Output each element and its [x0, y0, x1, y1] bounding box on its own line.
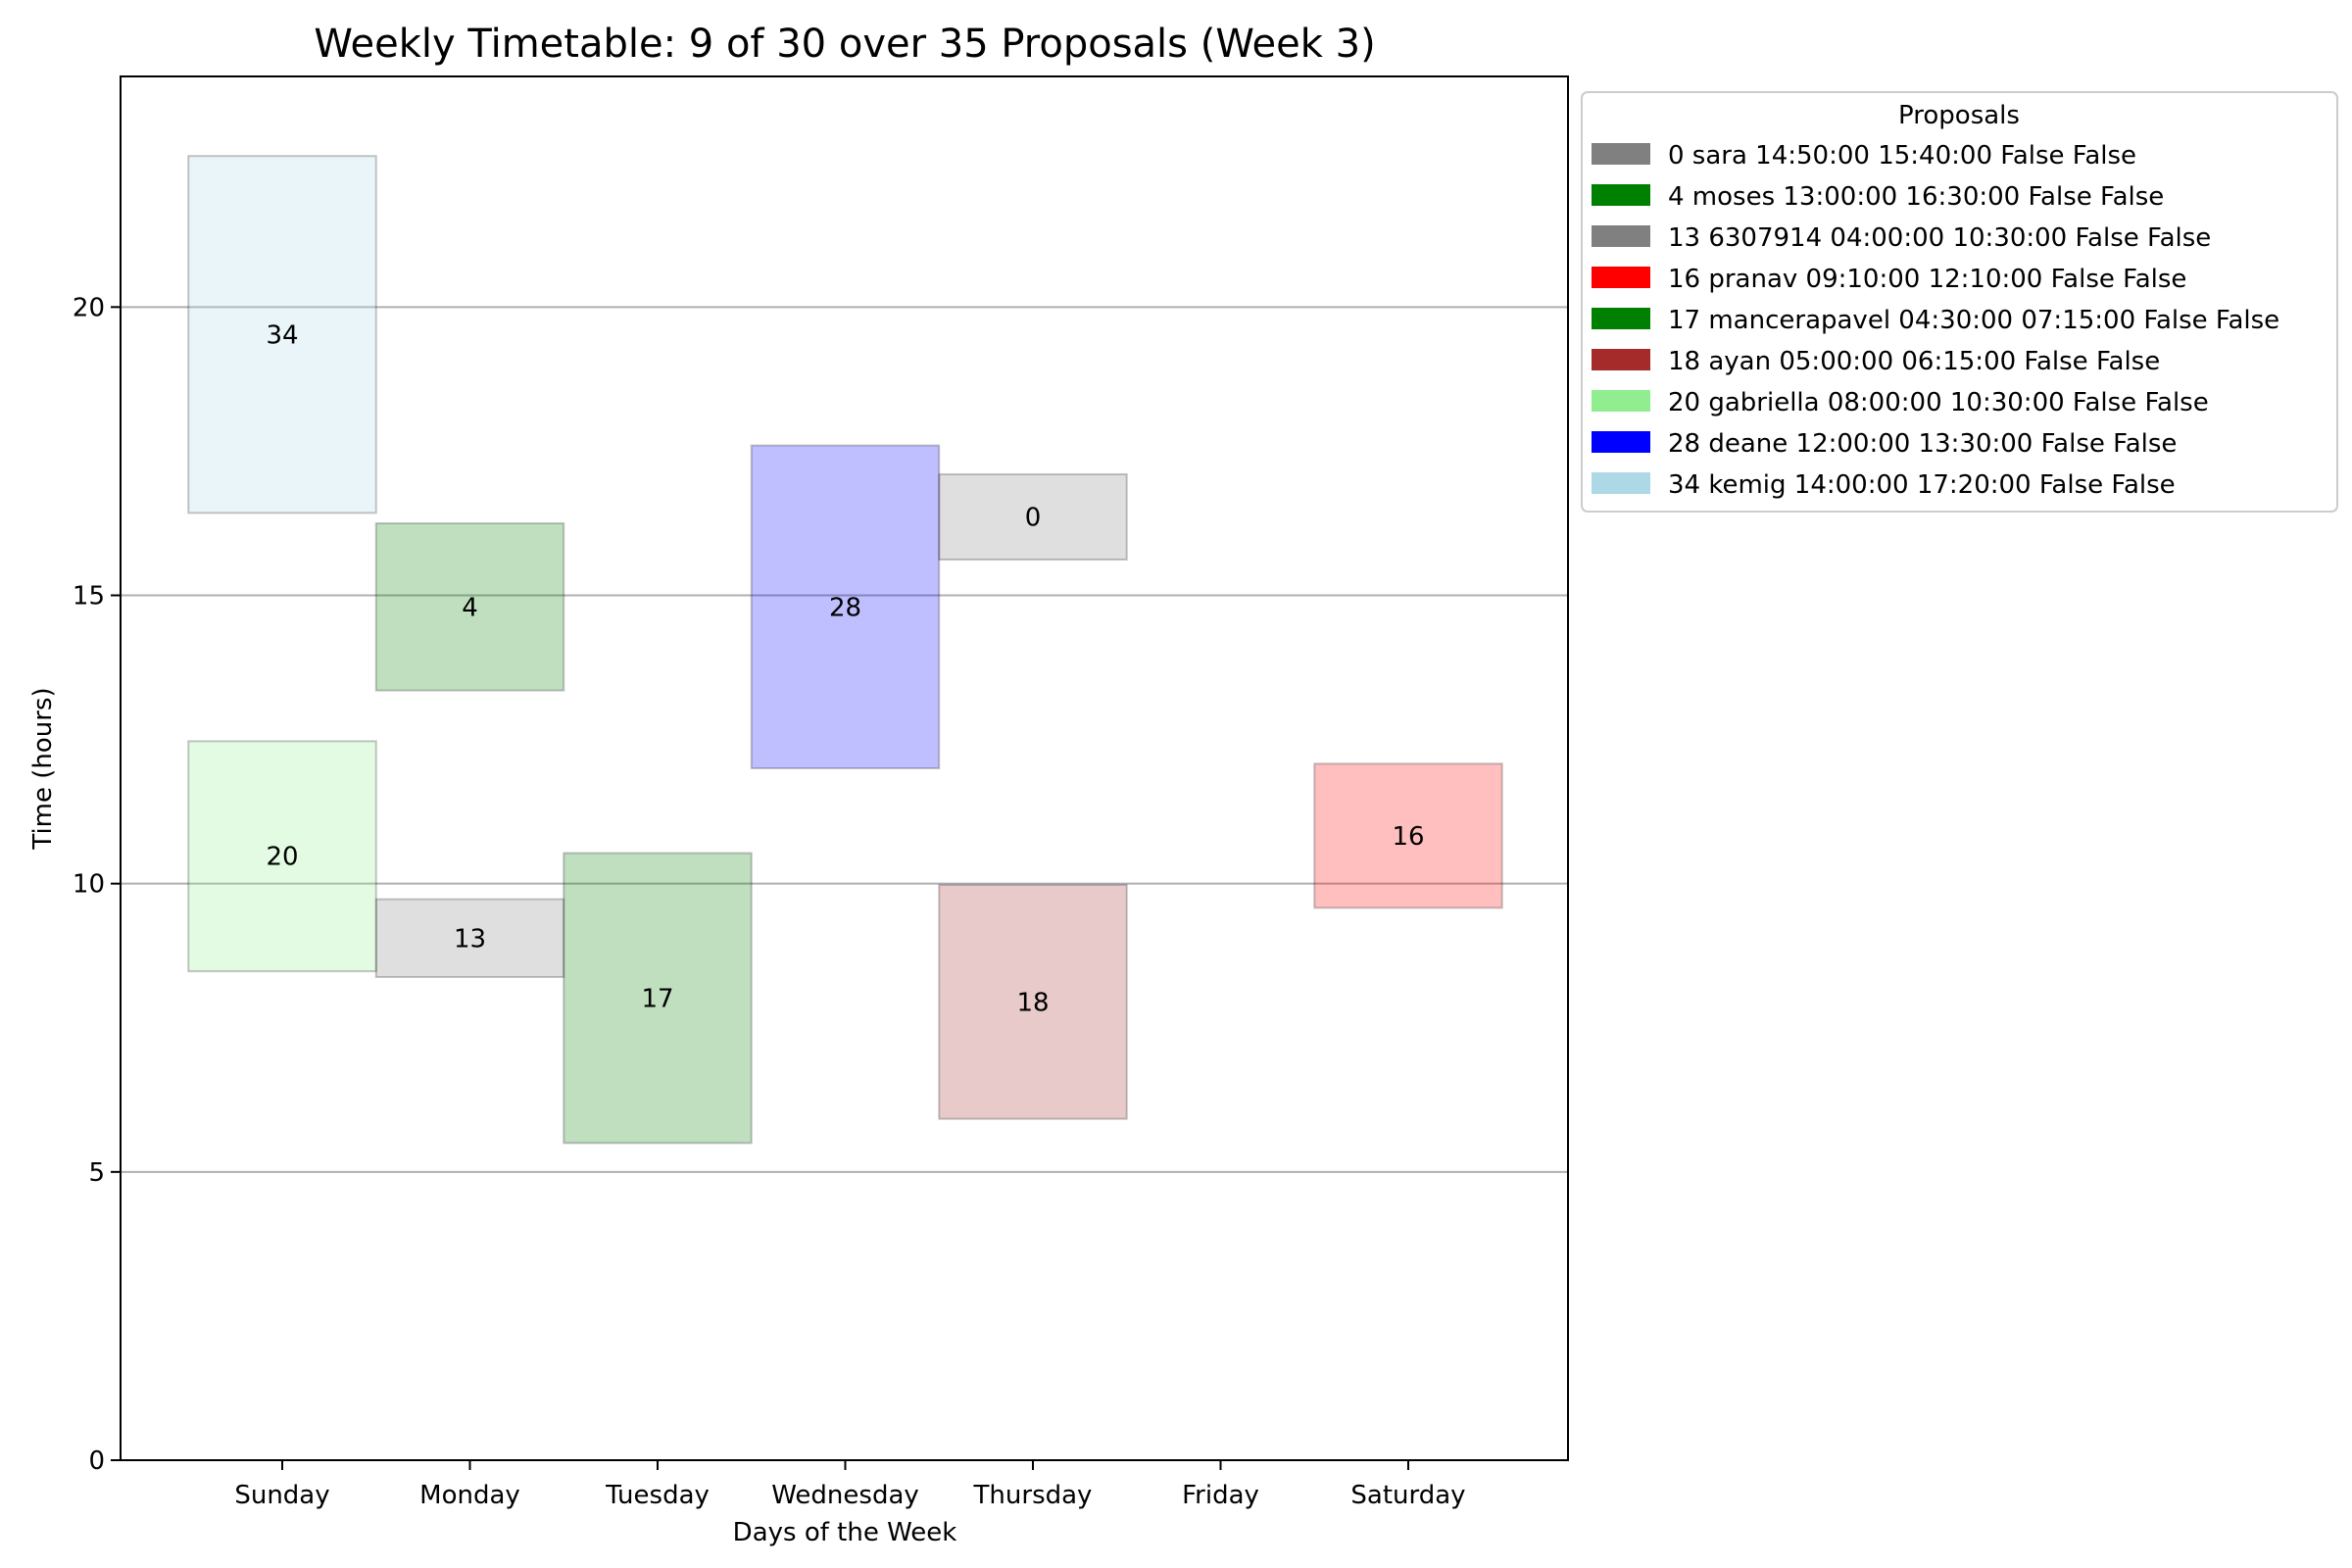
legend-label-17: 17 mancerapavel 04:30:00 07:15:00 False … — [1668, 306, 2279, 335]
legend-swatch-20 — [1592, 390, 1650, 412]
proposal-bar-0 — [938, 472, 1128, 562]
y-tick-label: 0 — [88, 1446, 105, 1476]
proposal-bar-28 — [750, 444, 941, 769]
bar-label-20: 20 — [266, 843, 298, 872]
x-tick-label: Tuesday — [605, 1481, 710, 1510]
x-tick-label: Friday — [1182, 1481, 1259, 1510]
bar-label-28: 28 — [829, 593, 861, 622]
bar-label-13: 13 — [454, 924, 486, 954]
proposal-bar-4 — [374, 521, 565, 692]
legend-title: Proposals — [1898, 101, 2020, 130]
x-tick-label: Monday — [419, 1481, 520, 1510]
legend-frame — [1581, 91, 2338, 513]
y-tick-label: 5 — [88, 1158, 105, 1188]
bar-label-34: 34 — [266, 320, 298, 350]
chart-title: Weekly Timetable: 9 of 30 over 35 Propos… — [314, 22, 1375, 67]
y-axis-label: Time (hours) — [28, 687, 58, 850]
legend-label-20: 20 gabriella 08:00:00 10:30:00 False Fal… — [1668, 388, 2209, 417]
legend-label-18: 18 ayan 05:00:00 06:15:00 False False — [1668, 347, 2160, 376]
x-axis: Sunday Monday Tuesday Wednesday Thursday Frid… — [234, 1460, 1466, 1510]
legend-swatch-16 — [1592, 267, 1650, 288]
legend-label-34: 34 kemig 14:00:00 17:20:00 False False — [1668, 470, 2176, 500]
bar-label-18: 18 — [1016, 988, 1049, 1017]
gridlines — [121, 306, 1568, 1173]
legend-label-0: 0 sara 14:50:00 15:40:00 False False — [1668, 141, 2136, 171]
bar-label-16: 16 — [1392, 822, 1424, 852]
legend-label-4: 4 moses 13:00:00 16:30:00 False False — [1668, 182, 2164, 212]
proposal-bar-20 — [187, 740, 377, 973]
legend: Proposals 0 sara 14:50:00 15:40:00 False… — [1581, 91, 2338, 513]
x-tick-label: Wednesday — [771, 1481, 919, 1510]
x-axis-label: Days of the Week — [733, 1518, 957, 1547]
y-tick-label: 10 — [73, 870, 105, 900]
legend-label-28: 28 deane 12:00:00 13:30:00 False False — [1668, 429, 2177, 459]
proposal-bar-18 — [938, 883, 1128, 1120]
y-axis: 0 5 10 15 20 — [73, 293, 121, 1476]
x-tick-label: Thursday — [973, 1481, 1093, 1510]
y-tick-label: 15 — [73, 582, 105, 612]
legend-label-16: 16 pranav 09:10:00 12:10:00 False False — [1668, 265, 2186, 294]
legend-swatch-13 — [1592, 225, 1650, 247]
proposal-bar-34 — [187, 155, 377, 514]
legend-items: 0 sara 14:50:00 15:40:00 False False 4 mo… — [1592, 141, 2279, 500]
x-tick-label: Sunday — [234, 1481, 329, 1510]
legend-swatch-4 — [1592, 184, 1650, 206]
x-tick-label: Saturday — [1350, 1481, 1465, 1510]
legend-label-13: 13 6307914 04:00:00 10:30:00 False False — [1668, 223, 2211, 253]
legend-swatch-0 — [1592, 143, 1650, 165]
legend-swatch-34 — [1592, 472, 1650, 494]
y-tick-label: 20 — [73, 293, 105, 322]
legend-swatch-18 — [1592, 349, 1650, 370]
proposal-bar-13 — [374, 898, 565, 978]
legend-swatch-28 — [1592, 431, 1650, 453]
proposal-bars: 0 4 13 16 17 18 20 28 34 — [187, 155, 1503, 1145]
proposal-bar-16 — [1313, 762, 1503, 909]
bar-label-17: 17 — [641, 984, 673, 1013]
bar-label-4: 4 — [462, 593, 478, 622]
legend-swatch-17 — [1592, 308, 1650, 329]
proposal-bar-17 — [563, 852, 753, 1145]
bar-label-0: 0 — [1025, 503, 1042, 532]
